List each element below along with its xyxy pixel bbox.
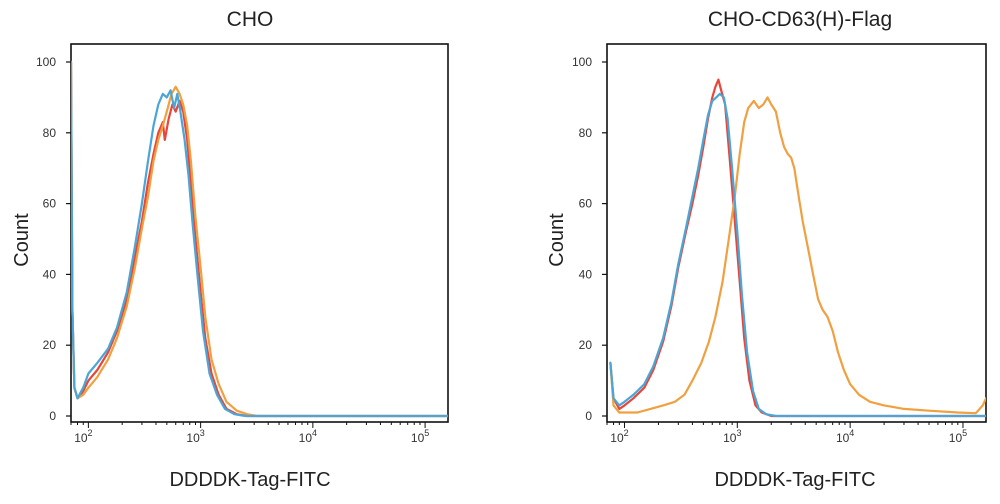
x-tick-exponent: 4 (312, 428, 317, 438)
x-tick-label: 102 (74, 428, 92, 445)
y-tick-label: 60 (43, 197, 57, 211)
y-axis-label: Count (546, 213, 568, 267)
x-tick-base: 10 (411, 431, 425, 445)
x-tick-base: 10 (723, 431, 737, 445)
y-tick-label: 0 (585, 409, 592, 423)
y-tick-label: 40 (43, 267, 57, 281)
y-tick-label: 40 (579, 267, 593, 281)
series-line-2 (609, 96, 986, 415)
y-tick-label: 20 (579, 338, 593, 352)
series-line-3 (609, 92, 986, 418)
x-tick-base: 10 (299, 431, 313, 445)
x-axis-label: DDDDK-Tag-FITC (169, 469, 330, 491)
x-tick-label: 103 (186, 428, 204, 445)
x-tick-label: 104 (299, 428, 317, 445)
y-tick-label: 0 (49, 409, 56, 423)
y-tick-label: 100 (572, 55, 592, 69)
series-line-1 (609, 78, 986, 418)
series-line-3 (71, 60, 448, 418)
chart-title: CHO (227, 8, 274, 31)
x-tick-exponent: 4 (849, 428, 854, 438)
y-tick-label: 80 (43, 126, 57, 140)
x-tick-label: 104 (836, 428, 854, 445)
y-tick-label: 60 (579, 197, 593, 211)
x-axis-label: DDDDK-Tag-FITC (714, 469, 875, 491)
x-tick-exponent: 2 (624, 428, 629, 438)
y-tick-label: 100 (36, 55, 56, 69)
x-tick-base: 10 (610, 431, 624, 445)
x-tick-exponent: 3 (736, 428, 741, 438)
series-line-1 (71, 60, 448, 418)
x-tick-base: 10 (949, 431, 963, 445)
chart-title: CHO-CD63(H)-Flag (708, 8, 892, 31)
x-tick-exponent: 5 (962, 428, 967, 438)
x-tick-exponent: 5 (424, 428, 429, 438)
plot-frame (606, 43, 987, 423)
x-tick-base: 10 (186, 431, 200, 445)
series-line-2 (71, 60, 448, 418)
x-tick-base: 10 (836, 431, 850, 445)
x-tick-label: 102 (610, 428, 628, 445)
x-tick-label: 105 (949, 428, 967, 445)
x-tick-label: 103 (723, 428, 741, 445)
plot-frame (70, 43, 449, 423)
x-tick-base: 10 (74, 431, 88, 445)
y-axis-label: Count (11, 213, 33, 267)
y-tick-label: 80 (579, 126, 593, 140)
x-tick-exponent: 3 (200, 428, 205, 438)
x-tick-label: 105 (411, 428, 429, 445)
x-tick-exponent: 2 (88, 428, 93, 438)
y-tick-label: 20 (43, 338, 57, 352)
